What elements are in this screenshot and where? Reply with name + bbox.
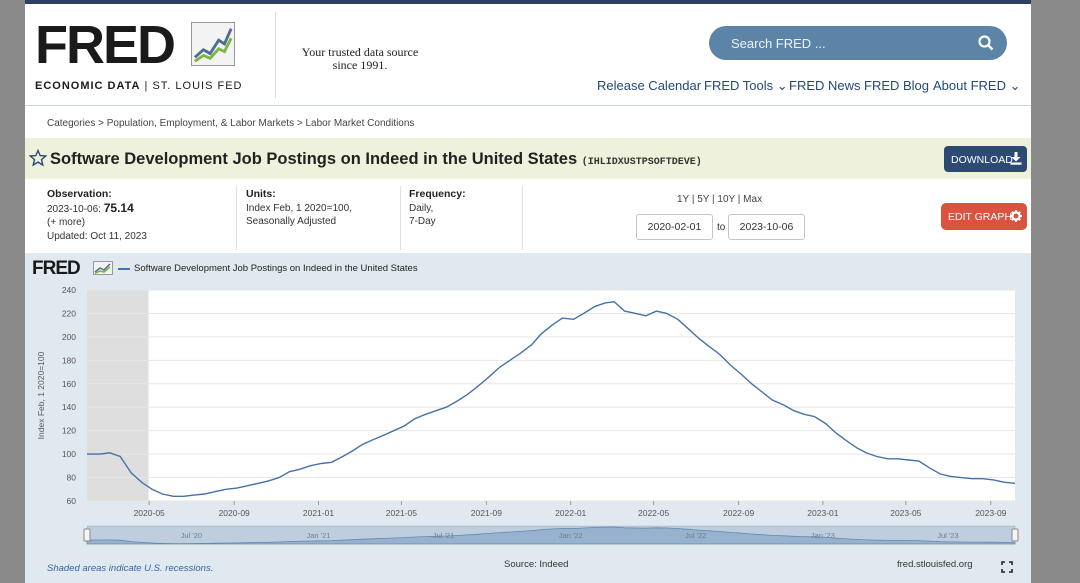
- chart-fred-logo: FRED: [32, 258, 81, 279]
- search-icon[interactable]: [977, 34, 995, 52]
- site-header: FRED ECONOMIC DATA | ST. LOUIS FED Your …: [25, 4, 1031, 106]
- legend-label: Software Development Job Postings on Ind…: [134, 263, 418, 274]
- plot-background: [87, 290, 1015, 501]
- x-tick-label: 2020-05: [134, 508, 165, 518]
- download-button[interactable]: DOWNLOAD: [944, 146, 1027, 172]
- units-line-2: Seasonally Adjusted: [246, 216, 337, 227]
- navigator-selection: [87, 526, 1015, 544]
- search-input[interactable]: Search FRED ...: [709, 26, 1007, 60]
- frequency-line-1: Daily,: [409, 202, 434, 214]
- navigator-label: Jan '23: [811, 531, 835, 540]
- navigator-label: Jan '21: [307, 531, 331, 540]
- y-tick-label: 220: [62, 308, 76, 318]
- units-block: Units: Index Feb, 1 2020=100, Seasonally…: [246, 188, 352, 229]
- gear-icon: [1010, 210, 1022, 222]
- series-title-bar: Software Development Job Postings on Ind…: [25, 138, 1031, 179]
- page-title: Software Development Job Postings on Ind…: [50, 150, 702, 169]
- y-tick-label: 140: [62, 402, 76, 412]
- observation-value: 75.14: [103, 200, 134, 215]
- date-from-input[interactable]: 2020-02-01: [636, 214, 713, 240]
- y-tick-label: 60: [67, 496, 77, 506]
- meta-divider: [400, 186, 401, 250]
- y-tick-label: 80: [67, 473, 77, 483]
- logo-subtitle: ECONOMIC DATA | ST. LOUIS FED: [35, 80, 243, 92]
- logo-sparkline-icon: [191, 22, 235, 66]
- navigator-area: [86, 526, 1016, 545]
- x-tick-label: 2022-05: [638, 508, 669, 518]
- units-line-1: Index Feb, 1 2020=100,: [246, 202, 352, 214]
- x-tick-label: 2022-09: [723, 508, 754, 518]
- series-title: Software Development Job Postings on Ind…: [50, 150, 578, 168]
- x-tick-label: 2021-05: [386, 508, 417, 518]
- edit-graph-button[interactable]: EDIT GRAPH: [941, 203, 1027, 230]
- frequency-label: Frequency:: [409, 188, 466, 200]
- nav-release-calendar[interactable]: Release Calendar: [597, 78, 702, 93]
- navigator-handle[interactable]: [1011, 528, 1019, 542]
- chart-panel: FRED Software Development Job Postings o…: [25, 253, 1031, 583]
- updated-date: Updated: Oct 11, 2023: [47, 230, 147, 242]
- x-tick-label: 2020-09: [219, 508, 250, 518]
- site-url: fred.stlouisfed.org: [897, 559, 973, 570]
- navigator-label: Jan '22: [559, 531, 583, 540]
- nav-fred-blog[interactable]: FRED Blog: [864, 78, 930, 93]
- chart-logo-sparkline-icon: [93, 261, 113, 275]
- search-placeholder: Search FRED ...: [731, 36, 826, 51]
- y-tick-label: 180: [62, 355, 76, 365]
- frequency-line-2: 7-Day: [409, 216, 436, 227]
- download-icon: [1010, 152, 1022, 165]
- date-to-input[interactable]: 2023-10-06: [728, 214, 805, 240]
- nav-fred-news[interactable]: FRED News: [789, 78, 861, 93]
- navigator-label: Jul '20: [181, 531, 202, 540]
- header-divider: [275, 12, 276, 98]
- units-label: Units:: [246, 188, 276, 200]
- navigator-label: Jul '22: [685, 531, 706, 540]
- series-meta: Observation: 2023-10-06: 75.14 (+ more) …: [25, 180, 1031, 252]
- meta-divider: [522, 186, 523, 250]
- more-observations-link[interactable]: (+ more): [47, 217, 86, 228]
- x-tick-label: 2021-09: [471, 508, 502, 518]
- legend-swatch: [118, 268, 130, 270]
- frequency-block: Frequency: Daily, 7-Day: [409, 188, 466, 229]
- page-frame: FRED ECONOMIC DATA | ST. LOUIS FED Your …: [25, 0, 1031, 583]
- edit-graph-label: EDIT GRAPH: [948, 211, 1012, 223]
- y-tick-label: 120: [62, 426, 76, 436]
- navigator-handle[interactable]: [83, 528, 91, 542]
- x-tick-label: 2023-05: [890, 508, 921, 518]
- nav-about-fred[interactable]: About FRED ⌄: [933, 78, 1021, 93]
- observation-date: 2023-10-06:: [47, 203, 101, 215]
- x-tick-label: 2023-09: [975, 508, 1006, 518]
- y-tick-label: 240: [62, 285, 76, 295]
- download-label: DOWNLOAD: [951, 154, 1013, 166]
- x-tick-label: 2023-01: [807, 508, 838, 518]
- chart-source: Source: Indeed: [504, 559, 569, 570]
- meta-divider: [236, 186, 237, 250]
- fullscreen-icon[interactable]: [1001, 561, 1013, 573]
- observation-block: Observation: 2023-10-06: 75.14 (+ more) …: [47, 188, 147, 243]
- fred-logo[interactable]: FRED: [35, 15, 176, 75]
- x-tick-label: 2021-01: [303, 508, 334, 518]
- breadcrumb[interactable]: Categories > Population, Employment, & L…: [47, 118, 415, 129]
- y-tick-label: 160: [62, 379, 76, 389]
- navigator-label: Jul '21: [433, 531, 454, 540]
- date-to-label: to: [717, 222, 726, 233]
- recession-shade: [87, 290, 149, 501]
- y-axis-label: Index Feb, 1 2020=100: [36, 351, 46, 439]
- y-tick-label: 200: [62, 332, 76, 342]
- y-tick-label: 100: [62, 449, 76, 459]
- navigator-label: Jul '23: [937, 531, 958, 540]
- star-icon[interactable]: [29, 149, 47, 167]
- series-line: [87, 300, 1016, 497]
- tagline: Your trusted data source since 1991.: [301, 45, 419, 72]
- observation-label: Observation:: [47, 188, 112, 200]
- recession-note: Shaded areas indicate U.S. recessions.: [47, 563, 214, 574]
- range-selector[interactable]: 1Y | 5Y | 10Y | Max: [677, 194, 763, 205]
- line-chart[interactable]: 60 80 100 120 140 160 180 200 220 240 2020-05 2020-…: [25, 253, 1031, 553]
- x-tick-label: 2022-01: [555, 508, 586, 518]
- nav-fred-tools[interactable]: FRED Tools ⌄: [704, 78, 788, 93]
- series-id: (IHLIDXUSTPSOFTDEVE): [581, 157, 702, 168]
